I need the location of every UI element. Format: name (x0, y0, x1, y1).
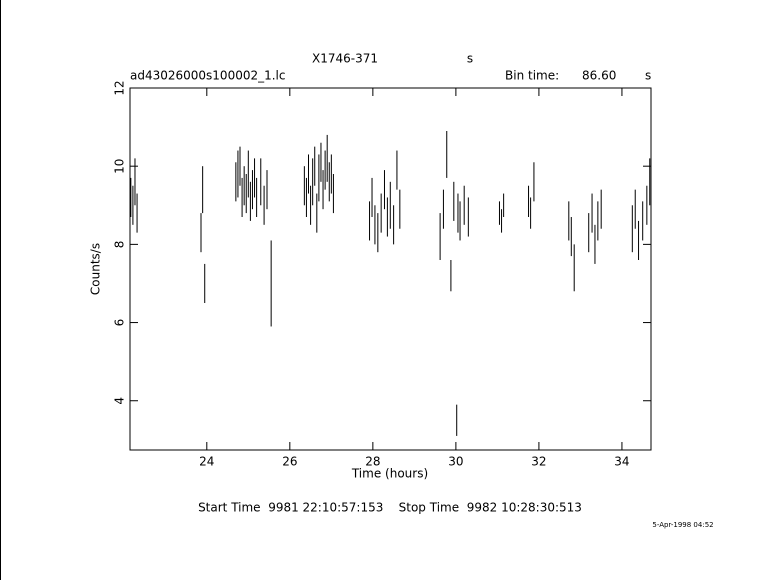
subtitle: ad43026000s100002_1.lc (130, 69, 286, 83)
footer: Start Time 9981 22:10:57:153 Stop Time 9… (198, 501, 582, 515)
y-tick-label: 10 (113, 159, 127, 174)
bin-unit: s (645, 69, 651, 83)
y-tick-label: 12 (113, 80, 127, 95)
y-tick-label: 6 (113, 319, 127, 327)
x-tick-label: 24 (199, 455, 214, 469)
plot-frame (129, 87, 652, 451)
y-tick-label: 8 (113, 241, 127, 249)
x-tick-label: 28 (365, 455, 380, 469)
x-axis-label: Time (hours) (351, 467, 428, 481)
x-tick-label: 30 (448, 455, 463, 469)
chart-title: X1746-371 (312, 52, 378, 66)
x-tick-label: 32 (531, 455, 546, 469)
bin-value: 86.60 (582, 69, 616, 83)
x-tick-label: 26 (282, 455, 297, 469)
title-unit: s (467, 52, 473, 66)
x-tick-label: 34 (614, 455, 629, 469)
timestamp: 5-Apr-1998 04:52 (652, 521, 713, 529)
y-tick-label: 4 (113, 397, 127, 405)
y-axis-label: Counts/s (89, 243, 103, 295)
bin-label: Bin time: (505, 69, 559, 83)
